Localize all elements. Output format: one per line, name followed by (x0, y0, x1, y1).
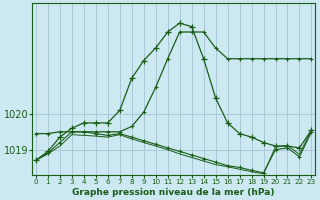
X-axis label: Graphe pression niveau de la mer (hPa): Graphe pression niveau de la mer (hPa) (72, 188, 275, 197)
